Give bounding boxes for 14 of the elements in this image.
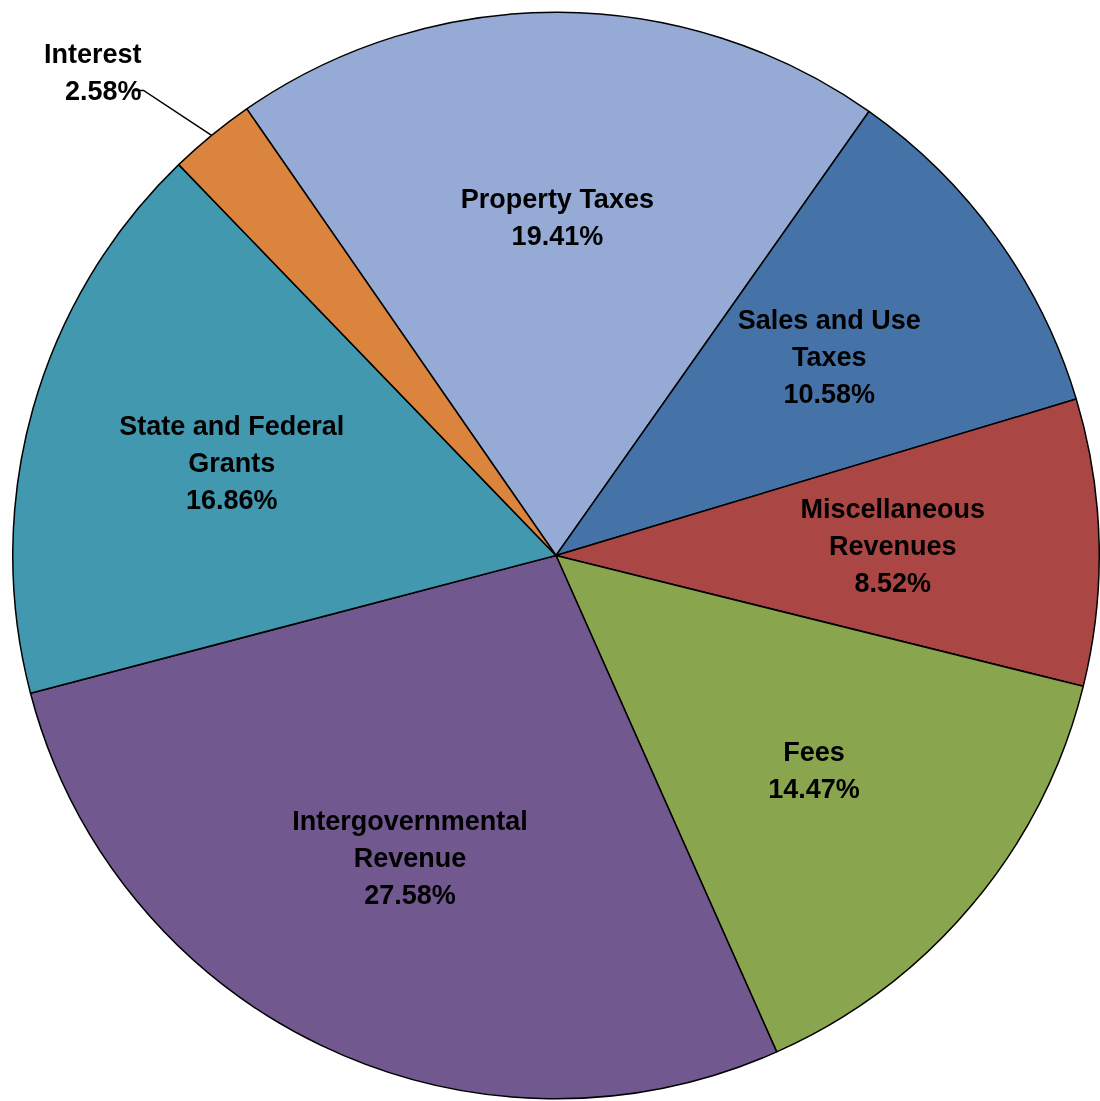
data-label: 16.86% xyxy=(185,485,278,516)
data-label: 27.58% xyxy=(364,879,456,910)
data-label: 10.58% xyxy=(783,379,876,410)
data-label: 8.52% xyxy=(854,567,931,598)
slice-label: Sales and Use Taxes xyxy=(737,305,921,373)
data-label: 19.41% xyxy=(511,220,604,251)
slice-label: Property Taxes xyxy=(460,183,654,214)
slice-label: Miscellaneous Revenues xyxy=(800,493,985,561)
slice-label: Interest xyxy=(44,38,142,69)
data-label: 14.47% xyxy=(768,773,860,804)
slice-label: State and Federal Grants xyxy=(119,411,345,479)
slice-label: Fees xyxy=(783,736,845,767)
slice-label: Intergovernmental Revenue xyxy=(292,805,528,873)
data-label: 2.58% xyxy=(64,75,142,106)
